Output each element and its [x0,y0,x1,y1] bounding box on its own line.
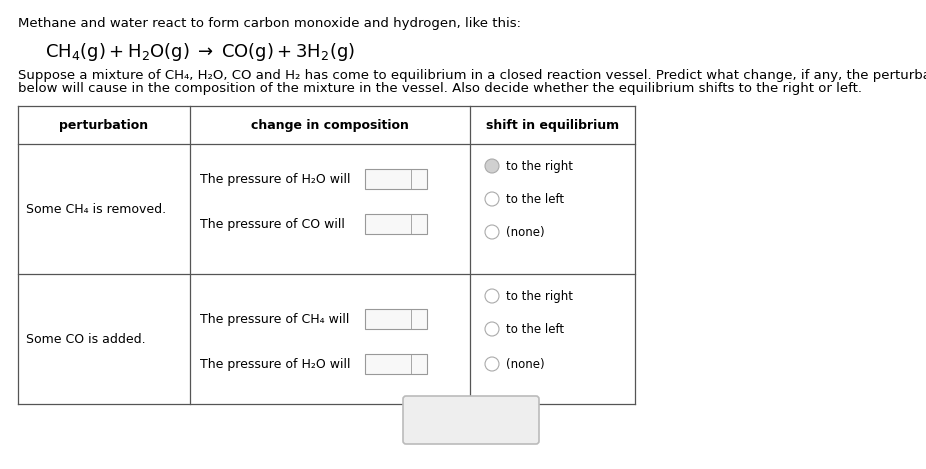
Text: Some CO is added.: Some CO is added. [26,333,145,346]
Text: The pressure of H₂O will: The pressure of H₂O will [200,173,351,186]
Circle shape [485,192,499,206]
Text: ÷: ÷ [414,359,424,369]
Text: Some CH₄ is removed.: Some CH₄ is removed. [26,203,166,215]
Text: to the left: to the left [506,192,564,205]
Text: ?: ? [512,413,520,428]
Bar [365,169,427,189]
Text: ÷: ÷ [414,174,424,184]
Circle shape [485,159,499,173]
Text: to the right: to the right [506,289,573,303]
Text: shift in equilibrium: shift in equilibrium [486,119,619,131]
Text: The pressure of H₂O will: The pressure of H₂O will [200,357,351,371]
Circle shape [485,357,499,371]
Circle shape [485,322,499,336]
Bar [365,214,427,234]
Bar [365,309,427,329]
Text: change in composition: change in composition [251,119,409,131]
Circle shape [485,225,499,239]
Text: to the left: to the left [506,323,564,335]
FancyBboxPatch shape [403,396,539,444]
Text: ?: ? [375,219,381,229]
Circle shape [485,289,499,303]
Text: The pressure of CO will: The pressure of CO will [200,218,344,230]
Text: perturbation: perturbation [59,119,148,131]
Text: to the right: to the right [506,159,573,173]
Text: ÷: ÷ [414,219,424,229]
Text: Methane and water react to form carbon monoxide and hydrogen, like this:: Methane and water react to form carbon m… [18,17,521,30]
Text: ?: ? [375,359,381,369]
Text: ×: × [419,413,432,428]
Text: (none): (none) [506,357,544,371]
Text: Suppose a mixture of CH₄, H₂O, CO and H₂ has come to equilibrium in a closed rea: Suppose a mixture of CH₄, H₂O, CO and H₂… [18,69,926,82]
Text: ↺: ↺ [465,413,478,428]
Bar [365,354,427,374]
Bar [18,106,635,404]
Text: (none): (none) [506,226,544,239]
Text: ÷: ÷ [414,314,424,324]
Text: ?: ? [375,314,381,324]
Text: $\mathrm{CH_4(g)+H_2O(g)}$$\;\rightarrow\;$$\mathrm{CO(g)+3H_2(g)}$: $\mathrm{CH_4(g)+H_2O(g)}$$\;\rightarrow… [45,41,355,63]
Text: The pressure of CH₄ will: The pressure of CH₄ will [200,312,349,325]
Text: ?: ? [375,174,381,184]
Text: below will cause in the composition of the mixture in the vessel. Also decide wh: below will cause in the composition of t… [18,82,862,95]
